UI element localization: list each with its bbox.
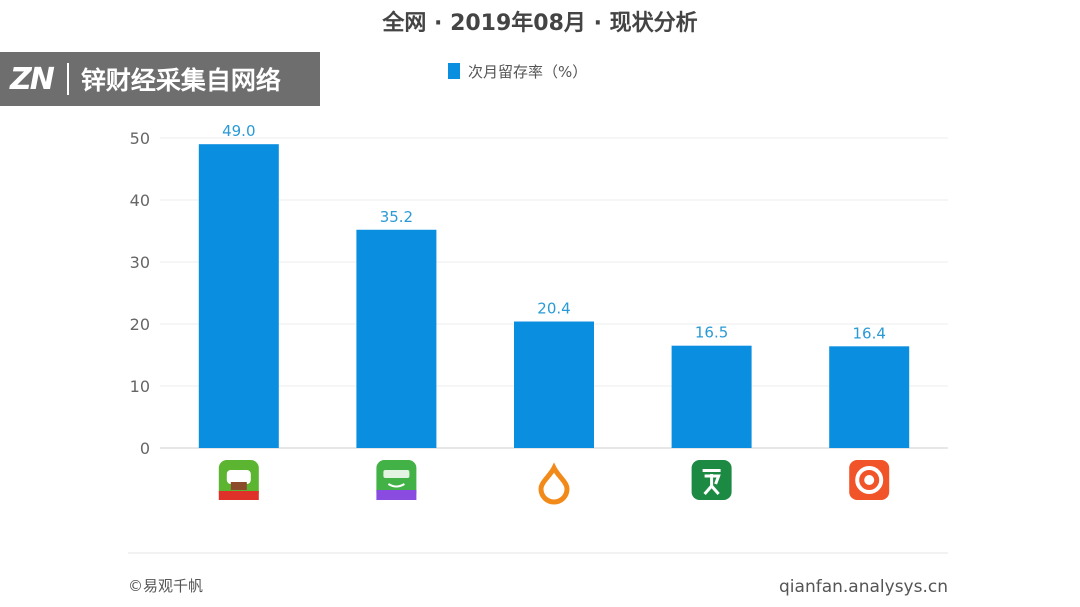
data-label: 16.5 [695,324,728,342]
data-label: 35.2 [380,208,413,226]
bar [356,229,437,448]
data-labels: 49.0 35.2 20.4 16.5 16.4 [222,122,886,342]
bar [671,345,752,448]
watermark-logo: ZN [10,61,55,97]
bar [198,144,279,448]
watermark-text: 锌财经采集自网络 [80,66,281,95]
app-icon-3 [538,462,570,505]
y-tick-label: 0 [140,439,150,458]
chart-title: 全网 · 2019年08月 · 现状分析 [381,10,697,36]
data-label: 49.0 [222,122,255,140]
watermark-banner: ZN 锌财经采集自网络 [0,52,320,106]
data-label: 16.4 [852,324,885,342]
legend-swatch [448,63,460,79]
y-tick-label: 50 [130,129,150,148]
bars [198,144,910,448]
y-tick-label: 30 [130,253,150,272]
data-label: 20.4 [537,300,570,318]
footer-site: qianfan.analysys.cn [779,577,948,597]
app-icon-5 [849,460,890,500]
y-tick-label: 40 [130,191,150,210]
legend: 次月留存率（%） [448,63,587,81]
app-icon-4 [691,460,732,500]
bar [514,321,594,448]
watermark-separator [66,63,69,95]
footer-source: ©易观千帆 [128,577,203,595]
y-tick-label: 10 [130,377,150,396]
y-axis: 0 10 20 30 40 50 [130,129,150,458]
app-icon-1 [218,460,259,500]
bar [829,346,910,448]
app-icon-2 [376,460,417,500]
category-icons [218,460,890,505]
legend-label: 次月留存率（%） [468,63,587,81]
y-tick-label: 20 [130,315,150,334]
